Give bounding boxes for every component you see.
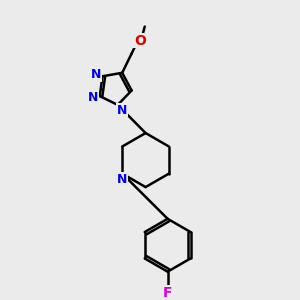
Text: F: F (163, 286, 172, 300)
Text: N: N (117, 104, 127, 117)
Text: N: N (117, 173, 128, 186)
Text: N: N (91, 68, 101, 81)
Text: O: O (134, 34, 146, 47)
Text: N: N (88, 91, 98, 104)
